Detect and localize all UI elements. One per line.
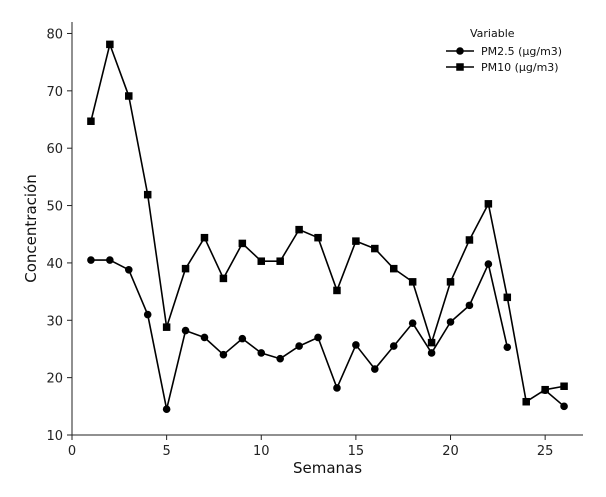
data-point xyxy=(87,256,95,264)
data-point xyxy=(106,256,114,264)
data-point xyxy=(465,301,474,310)
series-layer xyxy=(87,40,568,413)
data-point xyxy=(503,293,512,302)
data-point xyxy=(219,274,228,283)
y-tick-label: 10 xyxy=(46,429,63,444)
data-point xyxy=(257,349,266,357)
series-line xyxy=(90,43,565,403)
y-tick-label: 50 xyxy=(46,200,63,215)
data-point xyxy=(238,334,247,343)
legend-marker xyxy=(456,47,464,55)
x-tick-label: 20 xyxy=(442,444,459,459)
data-point xyxy=(408,278,417,286)
data-point xyxy=(295,342,303,350)
data-point xyxy=(352,341,360,349)
data-point xyxy=(333,384,341,392)
data-point xyxy=(484,260,493,268)
data-point xyxy=(295,225,303,234)
data-point xyxy=(333,286,341,295)
data-point xyxy=(427,338,436,347)
data-point xyxy=(87,117,95,125)
axes: 0 5 10 15 20 25 10 20 30 40 50 60 70 80 xyxy=(46,22,583,459)
data-point xyxy=(541,385,549,394)
data-point xyxy=(238,239,247,248)
y-ticks: 10 20 30 40 50 60 70 80 xyxy=(46,27,72,444)
data-point xyxy=(276,354,284,363)
data-point xyxy=(352,237,360,245)
x-axis-label: Semanas xyxy=(293,459,362,477)
series-line xyxy=(90,259,565,410)
y-axis-label: Concentración xyxy=(22,174,40,282)
data-point xyxy=(389,264,398,273)
data-point xyxy=(181,326,190,335)
data-point xyxy=(560,402,568,411)
data-point xyxy=(314,233,322,242)
legend-marker xyxy=(456,63,464,71)
data-point xyxy=(162,405,171,413)
data-point xyxy=(522,397,530,406)
data-point xyxy=(181,264,190,273)
data-point xyxy=(371,244,379,253)
x-tick-label: 25 xyxy=(537,444,554,459)
legend-title: Variable xyxy=(470,27,515,40)
legend-item: PM10 (µg/m3) xyxy=(446,61,559,74)
x-tick-label: 10 xyxy=(253,444,270,459)
data-point xyxy=(257,257,266,265)
data-point xyxy=(371,365,379,373)
data-point xyxy=(106,40,114,49)
data-point xyxy=(427,349,436,357)
x-tick-label: 15 xyxy=(348,444,365,459)
data-point xyxy=(314,333,322,342)
legend: Variable PM2.5 (µg/m3) PM10 (µg/m3) xyxy=(446,27,562,74)
data-point xyxy=(276,257,284,265)
data-point xyxy=(446,278,455,286)
legend-label: PM10 (µg/m3) xyxy=(481,61,559,74)
x-tick-label: 5 xyxy=(162,444,170,459)
data-point xyxy=(560,382,568,390)
data-point xyxy=(446,318,455,326)
data-point xyxy=(219,350,228,359)
data-point xyxy=(408,319,417,327)
series-pm10 xyxy=(87,40,568,406)
data-point xyxy=(143,190,152,199)
legend-item: PM2.5 (µg/m3) xyxy=(446,45,562,58)
y-tick-label: 70 xyxy=(46,85,63,100)
data-point xyxy=(484,200,493,208)
data-point xyxy=(200,233,209,242)
x-tick-label: 0 xyxy=(68,444,76,459)
data-point xyxy=(465,236,474,244)
y-tick-label: 60 xyxy=(46,142,63,157)
data-point xyxy=(124,266,133,274)
legend-items: PM2.5 (µg/m3) PM10 (µg/m3) xyxy=(446,45,562,74)
data-point xyxy=(389,342,398,350)
data-point xyxy=(503,343,512,352)
y-tick-label: 30 xyxy=(46,314,63,329)
data-point xyxy=(162,323,171,331)
x-ticks: 0 5 10 15 20 25 xyxy=(68,435,554,459)
y-tick-label: 20 xyxy=(46,372,63,387)
data-point xyxy=(143,310,152,319)
data-point xyxy=(200,333,209,342)
legend-label: PM2.5 (µg/m3) xyxy=(481,45,562,58)
y-tick-label: 40 xyxy=(46,257,63,272)
data-point xyxy=(125,92,133,100)
y-tick-label: 80 xyxy=(46,27,63,42)
